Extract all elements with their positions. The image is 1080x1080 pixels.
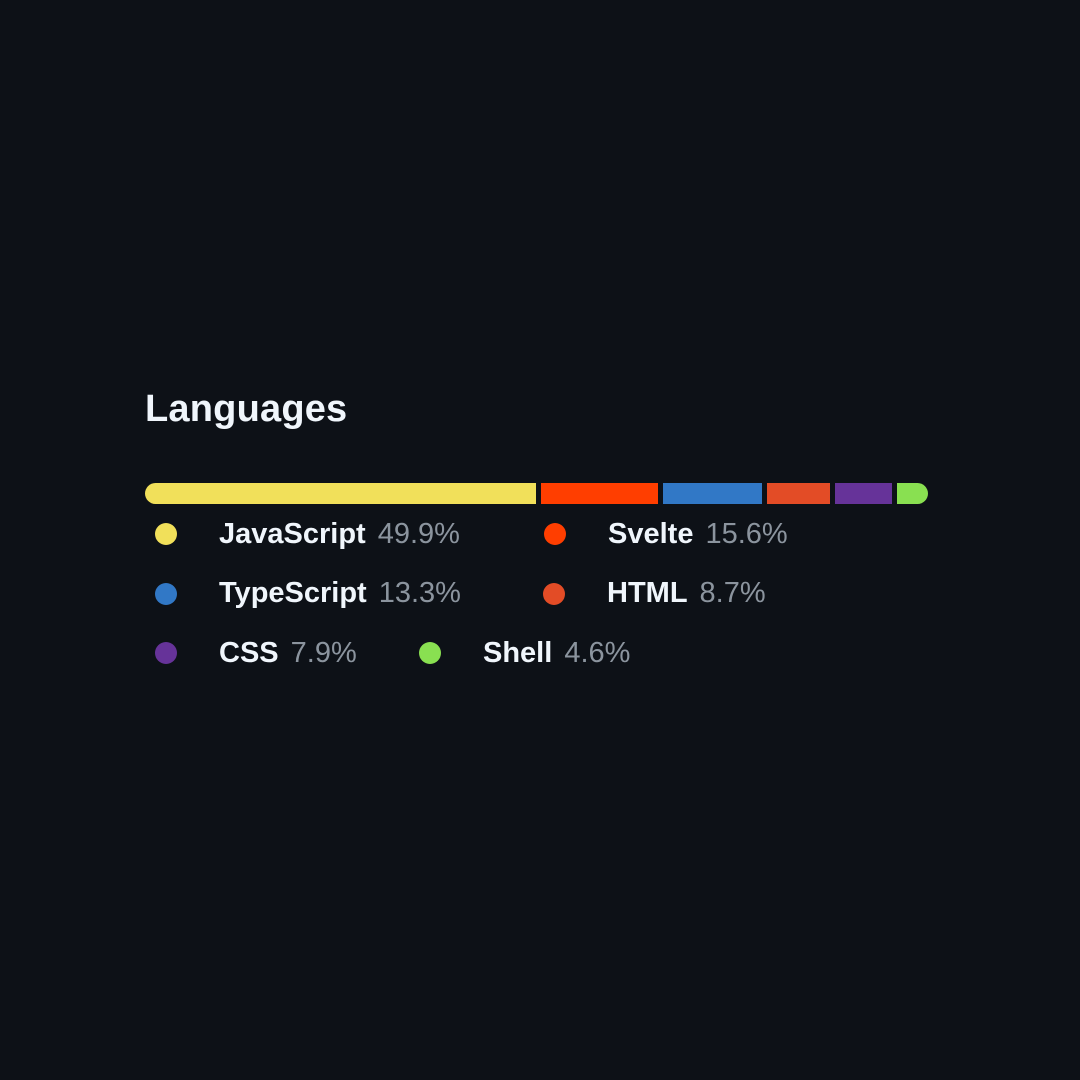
languages-heading: Languages	[145, 388, 348, 430]
legend-item-javascript[interactable]: JavaScript 49.9%	[155, 516, 460, 552]
legend-language-percent: 7.9%	[290, 636, 357, 669]
html-color-dot-icon	[543, 582, 565, 605]
legend-language-percent: 4.6%	[564, 636, 631, 669]
bar-segment-javascript[interactable]	[145, 483, 536, 504]
legend-language-name: HTML	[607, 577, 688, 609]
legend-language-name: CSS	[219, 636, 279, 669]
legend-item-html[interactable]: HTML 8.7%	[543, 576, 766, 612]
legend-item-shell[interactable]: Shell 4.6%	[419, 635, 630, 671]
legend-language-percent: 8.7%	[699, 577, 766, 609]
legend-item-svelte[interactable]: Svelte 15.6%	[544, 516, 788, 552]
language-progress-bar	[145, 483, 928, 504]
javascript-color-dot-icon	[155, 523, 177, 545]
legend-row: CSS 7.9% Shell 4.6%	[145, 635, 935, 695]
legend-language-name: JavaScript	[219, 517, 366, 550]
bar-segment-css[interactable]	[830, 483, 892, 504]
legend-language-name: TypeScript	[219, 577, 367, 609]
legend-item-css[interactable]: CSS 7.9%	[155, 635, 357, 671]
bar-segment-shell[interactable]	[891, 483, 928, 504]
shell-color-dot-icon	[419, 642, 441, 664]
legend-language-percent: 13.3%	[378, 577, 461, 609]
bar-segment-html[interactable]	[761, 483, 831, 504]
svelte-color-dot-icon	[544, 523, 566, 545]
languages-panel: Languages JavaScript 49.9% Svelte 15.6% …	[145, 385, 935, 695]
bar-segment-svelte[interactable]	[535, 483, 658, 504]
bar-segment-typescript[interactable]	[657, 483, 762, 504]
legend-row: JavaScript 49.9% Svelte 15.6%	[145, 516, 935, 576]
legend-language-name: Svelte	[608, 517, 694, 550]
legend-language-name: Shell	[483, 636, 553, 669]
legend-language-percent: 15.6%	[705, 517, 788, 550]
css-color-dot-icon	[155, 642, 177, 664]
legend-item-typescript[interactable]: TypeScript 13.3%	[155, 576, 461, 612]
typescript-color-dot-icon	[155, 582, 177, 605]
legend-row: TypeScript 13.3% HTML 8.7%	[145, 576, 935, 636]
language-legend: JavaScript 49.9% Svelte 15.6% TypeScript…	[145, 516, 935, 695]
legend-language-percent: 49.9%	[377, 517, 460, 550]
